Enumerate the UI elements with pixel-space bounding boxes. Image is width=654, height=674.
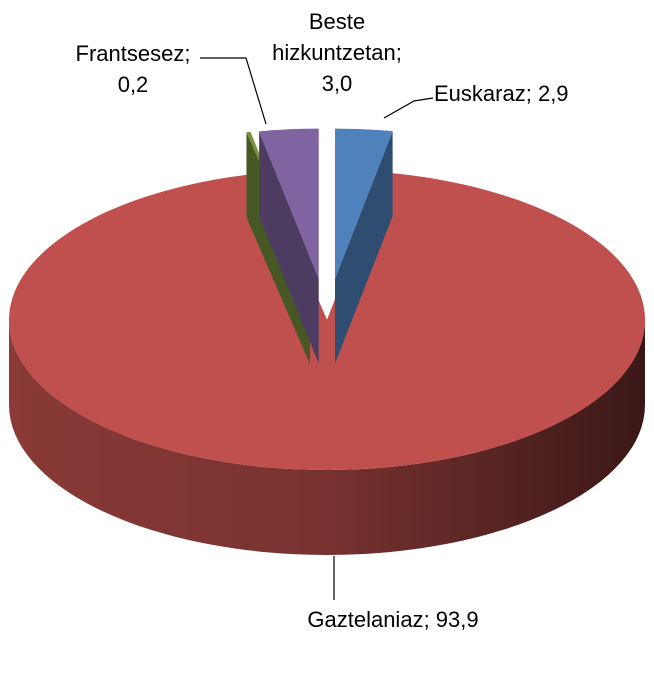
value-label: 0,2 [117, 72, 149, 97]
category-name: Euskaraz [434, 81, 526, 106]
value-label: 2,9 [537, 81, 569, 106]
slice-wall [9, 320, 645, 555]
leader-lines [200, 57, 434, 600]
category-name: Beste hizkuntzetan [272, 9, 396, 65]
slice-side [259, 131, 319, 364]
category-name: Gaztelaniaz [307, 607, 424, 632]
data-label: Beste hizkuntzetan; 3,0 [262, 6, 412, 99]
slice [259, 128, 319, 279]
leader-line [200, 57, 267, 125]
slice [9, 172, 646, 470]
slices [9, 128, 646, 555]
data-label: Euskaraz; 2,9 [434, 78, 634, 109]
data-label: Gaztelaniaz; 93,9 [298, 604, 488, 635]
label-separator: ; [525, 81, 538, 106]
label-separator: ; [423, 607, 436, 632]
data-label: Frantsesez; 0,2 [58, 38, 208, 100]
label-separator: ; [184, 41, 191, 66]
leader-line [383, 97, 434, 119]
slice [335, 128, 393, 279]
value-label: 3,0 [321, 71, 353, 96]
label-separator: ; [395, 40, 402, 65]
slice-side [335, 131, 393, 364]
value-label: 93,9 [435, 607, 479, 632]
category-name: Frantsesez [75, 41, 185, 66]
